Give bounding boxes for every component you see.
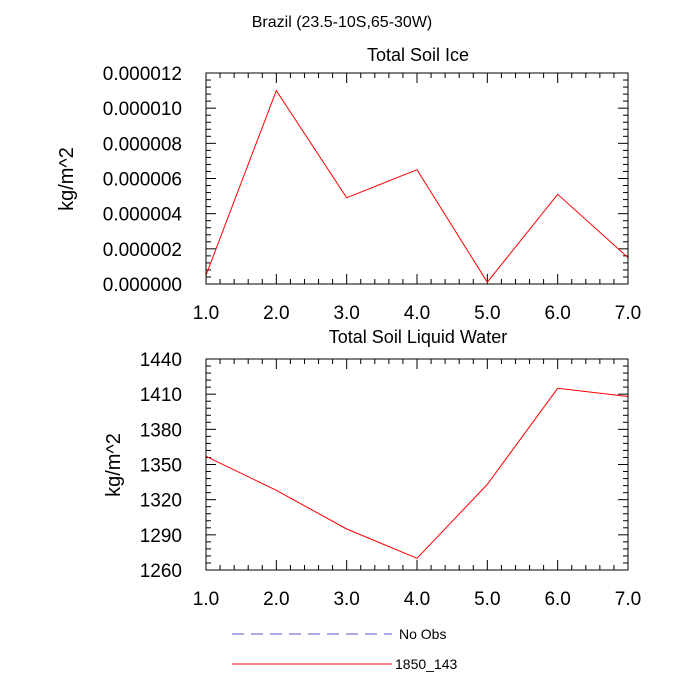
series-line [205,387,629,559]
tick-labels: 1.0 2.0 3.0 4.0 5.0 6.0 7.0 0.000000 0.000002 0.0… [103,64,641,324]
y-tick-label: 0.000000 [103,275,182,296]
y-tick-label: 0.000010 [103,99,182,120]
series-line [205,89,629,284]
y-tick-label: 1410 [140,385,182,406]
panel-title: Total Soil Ice [367,45,469,65]
x-tick-label: 6.0 [544,589,570,610]
series-group [205,387,629,559]
x-tick-label: 5.0 [474,303,500,324]
plot-frame [205,358,629,571]
x-tick-label: 4.0 [404,303,430,324]
y-tick-label: 0.000008 [103,134,182,155]
x-tick-label: 4.0 [404,589,430,610]
x-tick-label: 7.0 [615,589,641,610]
x-tick-label: 3.0 [333,303,359,324]
figure-title: Brazil (23.5-10S,65-30W) [252,14,433,31]
y-tick-label: 1350 [140,456,182,477]
y-tick-label: 1320 [140,491,182,512]
y-tick-label: 0.000012 [103,64,182,85]
legend: No Obs 1850_143 [232,626,458,672]
y-tick-label: 1440 [140,350,182,371]
y-tick-label: 1380 [140,420,182,441]
panel-soil-liquid-water: Total Soil Liquid Water kg/m^2 1.0 2.0 3.0… [103,327,641,610]
x-tick-label: 2.0 [263,303,289,324]
panel-title: Total Soil Liquid Water [329,327,507,347]
y-tick-label: 1290 [140,526,182,547]
axis-ticks [205,358,629,571]
legend-label-no-obs: No Obs [399,626,446,642]
x-tick-label: 6.0 [544,303,570,324]
panel-soil-ice: Total Soil Ice kg/m^2 1.0 2.0 3.0 4.0 5.0 6.0… [56,45,641,324]
y-tick-label: 0.000006 [103,170,182,191]
tick-labels: 1.0 2.0 3.0 4.0 5.0 6.0 7.0 1260 1290 1320 1350 138… [140,350,641,610]
x-tick-label: 1.0 [193,589,219,610]
x-tick-label: 3.0 [333,589,359,610]
y-tick-label: 0.000004 [103,205,183,226]
axis-ticks [205,72,629,285]
x-tick-label: 7.0 [615,303,641,324]
y-tick-label: 1260 [140,561,182,582]
x-tick-label: 1.0 [193,303,219,324]
y-axis-label: kg/m^2 [103,433,125,497]
x-tick-label: 2.0 [263,589,289,610]
plot-frame [205,72,629,285]
series-group [205,89,629,284]
y-tick-label: 0.000002 [103,240,182,261]
x-tick-label: 5.0 [474,589,500,610]
legend-label-1850-143: 1850_143 [395,656,458,672]
y-axis-label: kg/m^2 [56,147,78,211]
